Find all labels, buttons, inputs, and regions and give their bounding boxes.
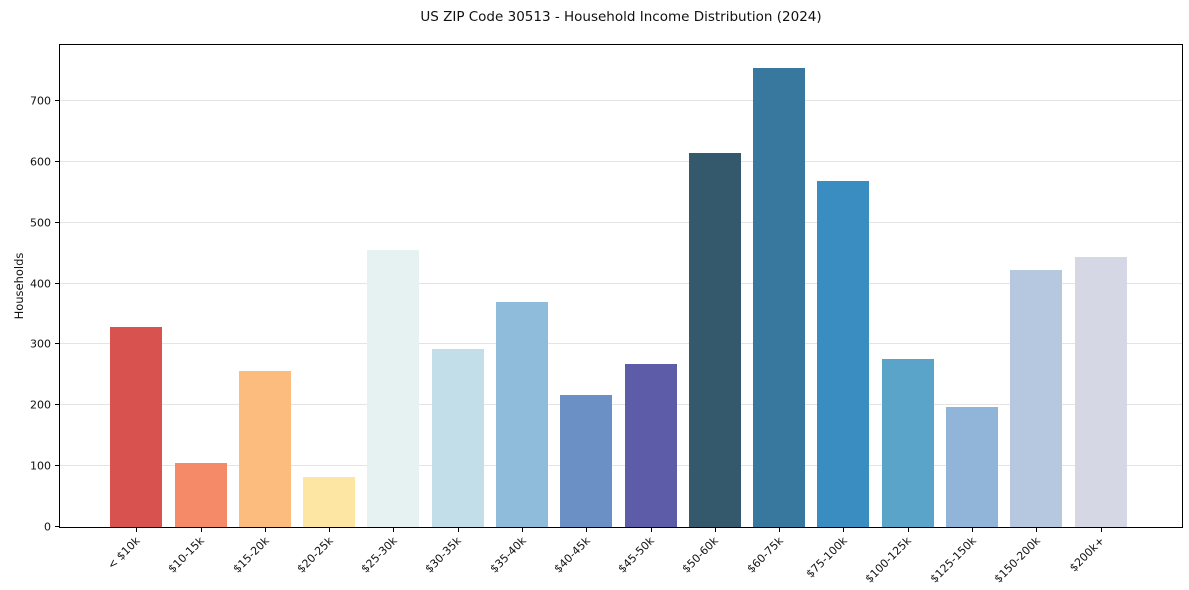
x-tick-label: $25-30k: [358, 534, 400, 576]
gridline: [60, 100, 1182, 101]
x-tick-mark: [907, 528, 909, 532]
x-tick-mark: [200, 528, 202, 532]
y-tick-label: 0: [44, 520, 51, 534]
x-tick-label: $100-125k: [863, 534, 915, 586]
plot-area: 0 100 200 300 400 500 600 700 < $10k $10-15k $15-2…: [30, 44, 1183, 585]
bar: [238, 371, 291, 527]
x-tick-mark: [1100, 528, 1102, 532]
y-tick-label: 700: [30, 94, 51, 108]
bar: [945, 406, 998, 527]
bar: [1010, 270, 1063, 527]
y-tick-mark: [55, 404, 59, 406]
x-tick-label: $200k+: [1066, 534, 1107, 575]
x-tick-label: $60-75k: [744, 534, 786, 576]
y-tick-mark: [55, 343, 59, 345]
bar: [367, 250, 420, 527]
y-tick-label: 300: [30, 337, 51, 351]
x-tick-mark: [1036, 528, 1038, 532]
x-tick-label: $125-150k: [927, 534, 979, 586]
y-tick-mark: [55, 100, 59, 101]
bar: [881, 359, 934, 527]
y-tick-label: 100: [30, 459, 51, 473]
y-tick-mark: [55, 221, 59, 223]
y-tick-mark: [55, 465, 59, 467]
y-axis-label: Households: [12, 252, 26, 320]
x-tick-mark: [779, 528, 781, 532]
x-tick-label: $50-60k: [680, 534, 722, 576]
y-tick-mark: [55, 160, 59, 162]
x-tick-mark: [329, 528, 331, 532]
y-tick-label: 500: [30, 216, 51, 230]
x-tick-mark: [521, 528, 523, 532]
bar: [431, 348, 484, 527]
x-tick-mark: [714, 528, 716, 532]
x-tick-label: $30-35k: [422, 534, 465, 576]
gridline: [60, 221, 1182, 223]
x-tick-label: $150-200k: [991, 534, 1043, 586]
x-tick-mark: [971, 528, 973, 532]
gridline: [60, 465, 1182, 467]
bar: [560, 394, 613, 527]
bar: [303, 477, 356, 527]
bar: [174, 463, 227, 527]
y-tick-label: 400: [30, 277, 51, 291]
x-tick-label: $20-25k: [294, 534, 336, 576]
x-tick-mark: [650, 528, 652, 532]
bar: [624, 363, 677, 527]
bar: [1074, 256, 1127, 527]
x-tick-mark: [843, 528, 845, 532]
bar: [688, 153, 741, 527]
x-tick-mark: [393, 528, 395, 532]
x-tick-mark: [136, 528, 138, 532]
y-tick-mark: [55, 282, 59, 284]
x-tick-label: $45-50k: [615, 534, 658, 576]
x-tick-mark: [586, 528, 588, 532]
x-tick-label: $40-45k: [551, 534, 593, 576]
bar: [817, 180, 870, 527]
y-tick-label: 600: [30, 155, 51, 169]
x-tick-label: $10-15k: [165, 534, 208, 576]
bar: [110, 327, 163, 527]
gridline: [60, 404, 1182, 406]
y-tick-label: 200: [30, 398, 51, 412]
x-tick-label: < $10k: [105, 534, 143, 572]
x-tick-label: $75-100k: [803, 534, 850, 581]
gridline: [60, 343, 1182, 345]
bar: [495, 301, 548, 527]
chart-title: US ZIP Code 30513 - Household Income Dis…: [420, 9, 822, 25]
y-tick-mark: [55, 526, 59, 527]
x-tick-label: $15-20k: [230, 534, 272, 576]
x-tick-mark: [457, 528, 459, 532]
gridline: [60, 282, 1182, 284]
gridline: [60, 160, 1182, 162]
x-tick-mark: [264, 528, 266, 532]
x-tick-label: $35-40k: [487, 534, 529, 576]
bar: [753, 68, 806, 527]
